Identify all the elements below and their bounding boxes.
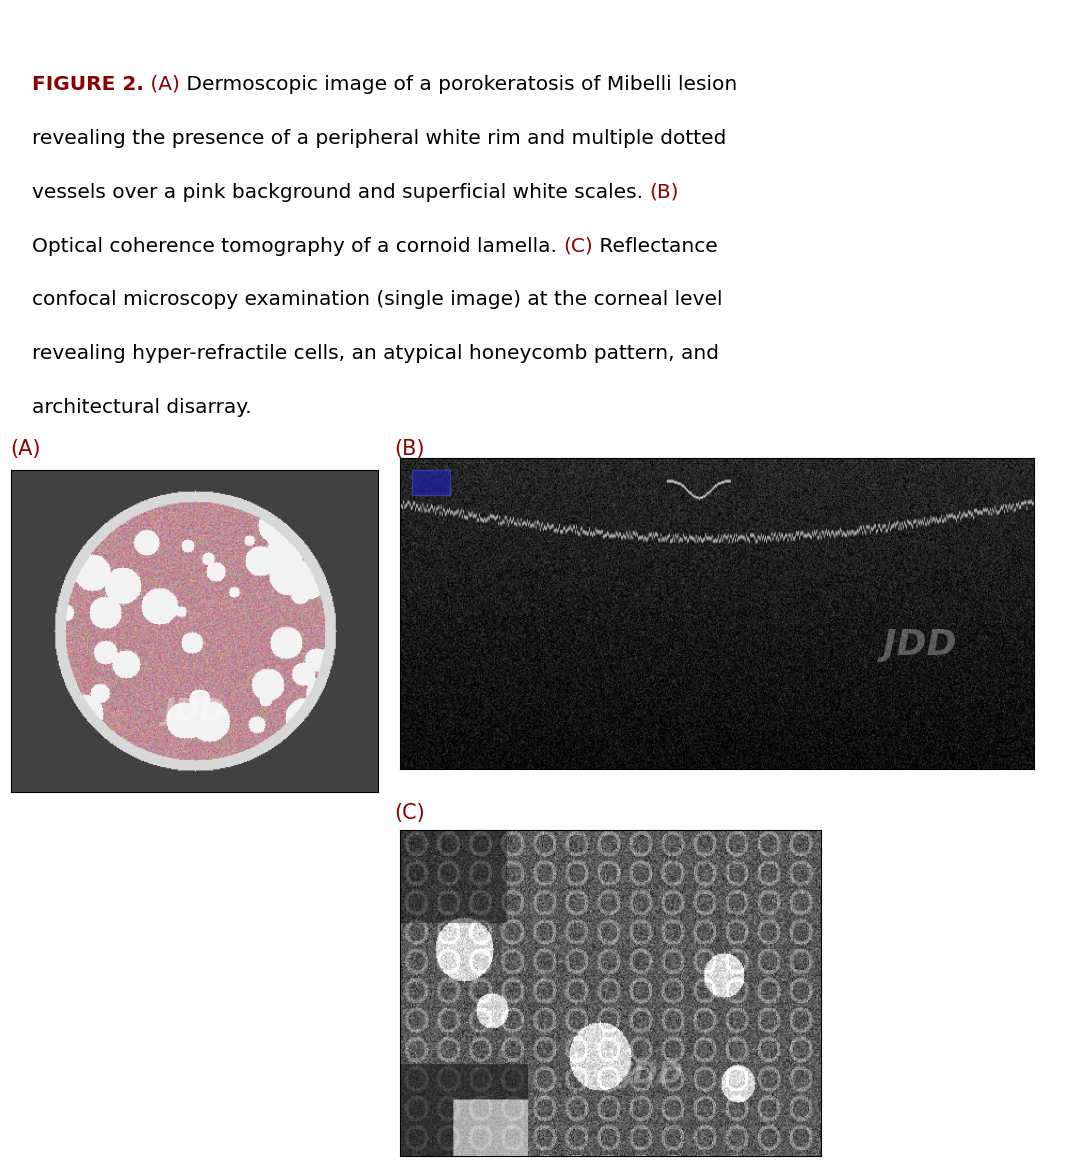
- Text: Dermoscopic image of a porokeratosis of Mibelli lesion: Dermoscopic image of a porokeratosis of …: [180, 75, 737, 94]
- Text: Optical coherence tomography of a cornoid lamella.: Optical coherence tomography of a cornoi…: [32, 237, 563, 256]
- Text: (A): (A): [144, 75, 180, 94]
- Text: (B): (B): [394, 439, 425, 459]
- Text: revealing hyper-refractile cells, an atypical honeycomb pattern, and: revealing hyper-refractile cells, an aty…: [32, 344, 718, 363]
- Text: FIGURE 2.: FIGURE 2.: [32, 75, 144, 94]
- Text: JDD: JDD: [883, 628, 956, 661]
- Text: revealing the presence of a peripheral white rim and multiple dotted: revealing the presence of a peripheral w…: [32, 129, 726, 148]
- Text: (C): (C): [563, 237, 593, 256]
- Text: architectural disarray.: architectural disarray.: [32, 398, 252, 417]
- Text: Reflectance: Reflectance: [593, 237, 717, 256]
- Text: (A): (A): [11, 439, 42, 459]
- Text: JDD: JDD: [621, 1060, 683, 1089]
- Text: (B): (B): [649, 183, 679, 202]
- Text: JDD: JDD: [163, 697, 226, 727]
- Text: confocal microscopy examination (single image) at the corneal level: confocal microscopy examination (single …: [32, 290, 723, 310]
- Text: (C): (C): [394, 803, 425, 823]
- Bar: [413, 471, 451, 495]
- Text: vessels over a pink background and superficial white scales.: vessels over a pink background and super…: [32, 183, 649, 202]
